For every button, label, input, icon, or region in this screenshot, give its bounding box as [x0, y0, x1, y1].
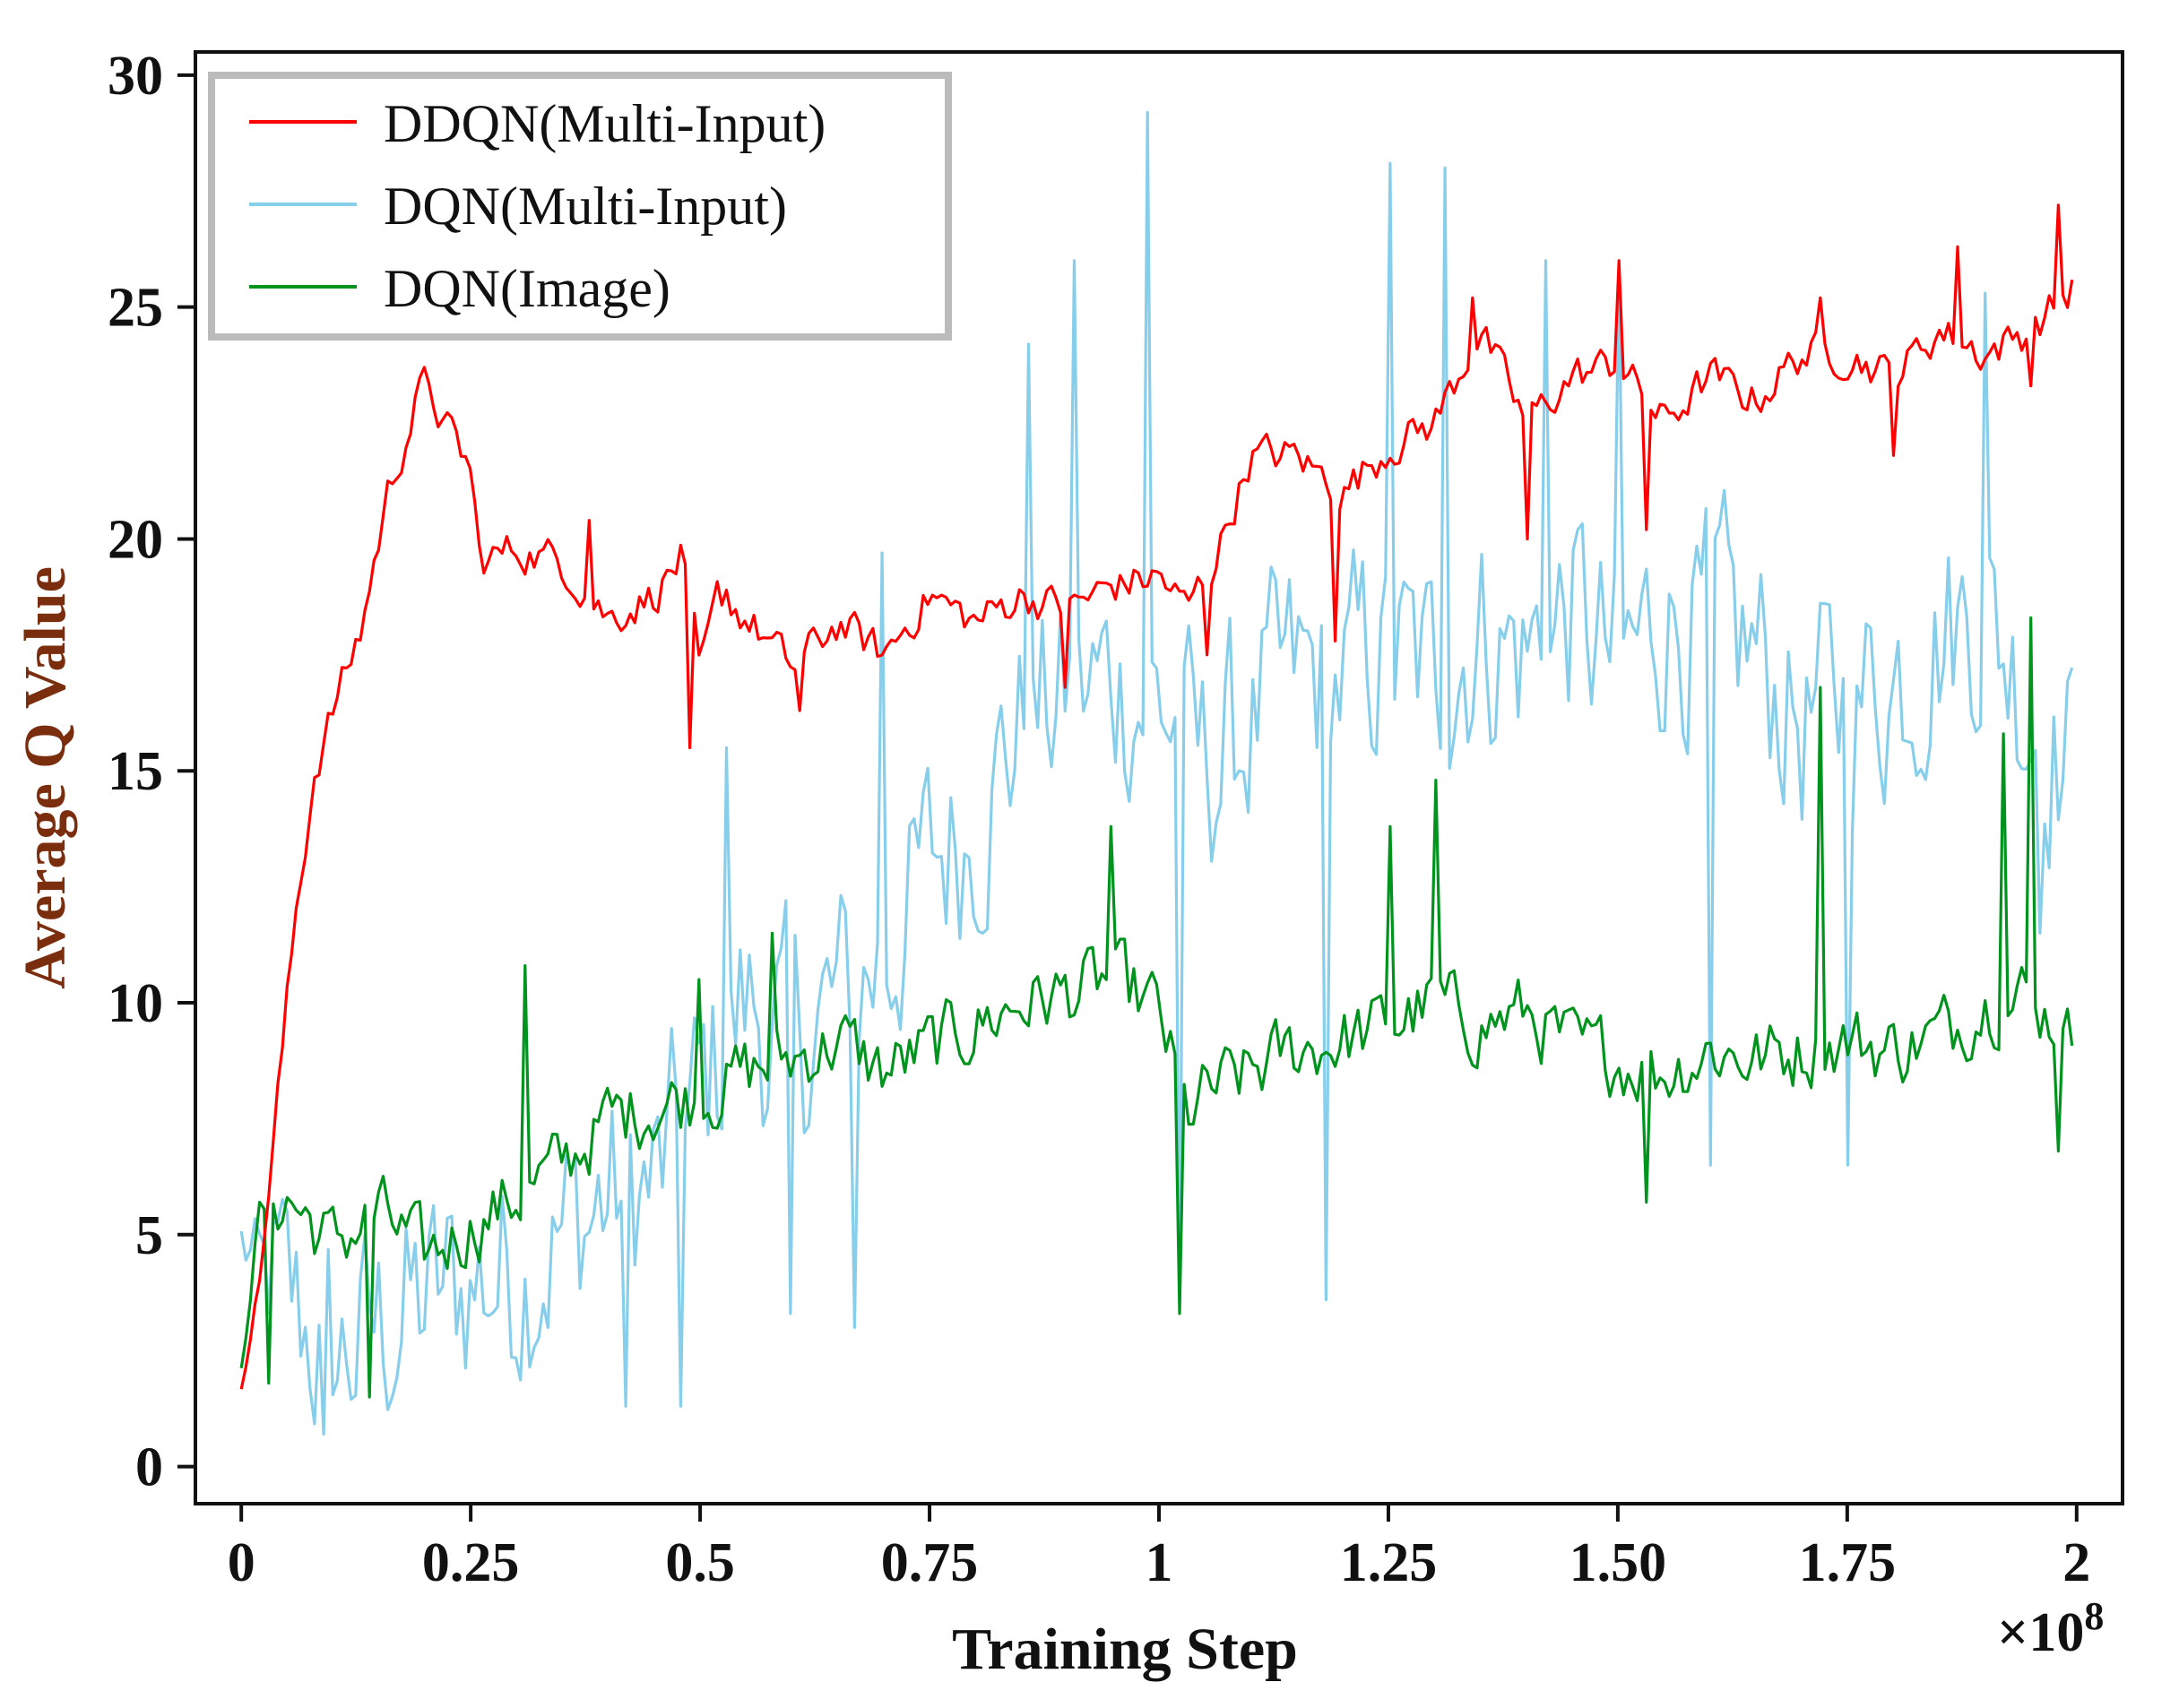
series-line-2	[239, 616, 2074, 1399]
x-tick-label: 0.75	[881, 1532, 979, 1593]
x-axis-multiplier-base: ×10	[1997, 1602, 2084, 1663]
series-line-1	[239, 110, 2074, 1436]
x-axis-multiplier-exponent: 8	[2084, 1594, 2104, 1638]
x-axis-title: Training Step	[952, 1617, 1298, 1682]
y-tick-label: 10	[108, 973, 163, 1034]
x-tick-label: 0	[228, 1532, 255, 1593]
y-tick-label: 0	[135, 1437, 163, 1498]
y-tick-label: 25	[108, 278, 163, 339]
x-tick-label: 0.5	[665, 1532, 735, 1593]
y-tick-label: 15	[108, 741, 163, 802]
legend-label: DQN(Multi-Input)	[384, 177, 787, 236]
x-tick-label: 1.50	[1569, 1532, 1667, 1593]
x-tick-label: 0.25	[422, 1532, 520, 1593]
x-tick-label: 2	[2062, 1532, 2090, 1593]
y-tick-label: 30	[108, 46, 163, 107]
x-tick-label: 1.25	[1340, 1532, 1438, 1593]
legend-label: DDQN(Multi-Input)	[384, 94, 826, 153]
x-axis-multiplier: ×108	[1997, 1594, 2104, 1663]
y-tick-label: 20	[108, 509, 163, 570]
x-tick-label: 1	[1146, 1532, 1173, 1593]
series-line-0	[239, 203, 2074, 1390]
legend-label: DQN(Image)	[384, 259, 670, 318]
y-tick-label: 5	[135, 1205, 163, 1266]
legend: DDQN(Multi-Input) DQN(Multi-Input) DQN(Ima…	[208, 72, 952, 341]
series-layer	[239, 110, 2074, 1436]
y-axis-title: Average Q Value	[13, 566, 78, 989]
x-tick-label: 1.75	[1799, 1532, 1897, 1593]
